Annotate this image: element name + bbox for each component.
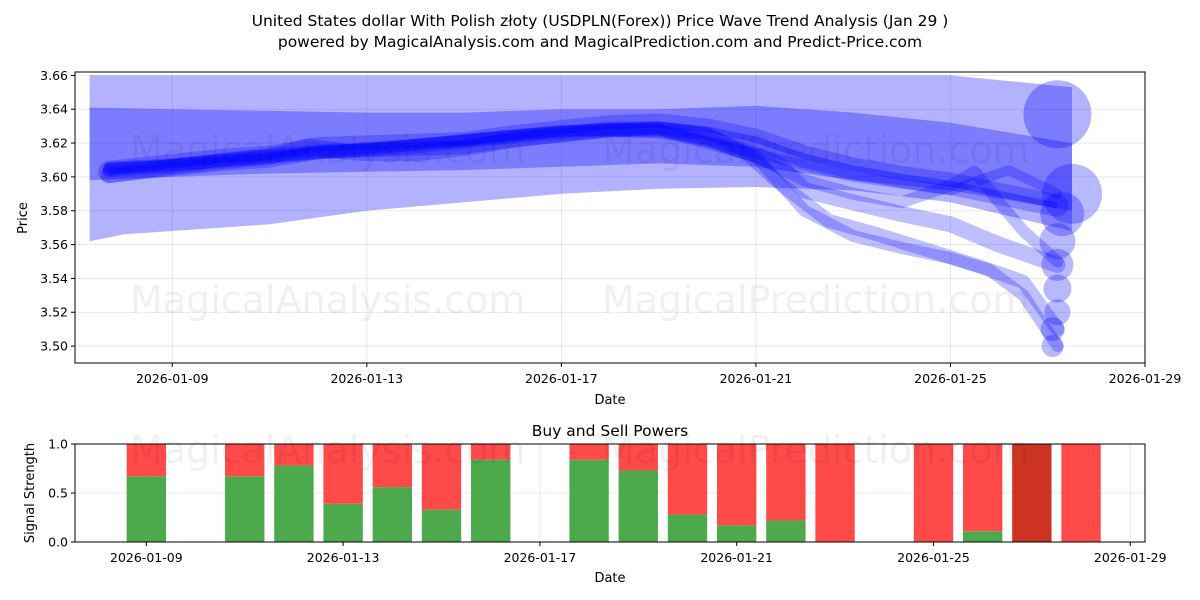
buy-bar-2026-01-15 bbox=[421, 509, 462, 542]
price-ytick-label-7: 3.64 bbox=[40, 102, 68, 117]
price-xtick-label-5: 2026-01-29 bbox=[1109, 371, 1182, 386]
price-y-ticks: 3.50 3.52 3.54 3.56 3.58 3.60 3.62 3.64 3.66 bbox=[40, 68, 75, 354]
price-envelopes bbox=[89, 75, 1073, 242]
price-ytick-label-2: 3.54 bbox=[40, 271, 68, 286]
watermarks: MagicalAnalysis.com MagicalPrediction.co… bbox=[130, 128, 1030, 472]
signal-xtick-label-2: 2026-01-17 bbox=[504, 550, 577, 565]
price-end-marker-5 bbox=[1043, 274, 1072, 303]
price-ytick-label-0: 3.50 bbox=[40, 339, 68, 354]
price-end-marker-1 bbox=[1042, 163, 1103, 224]
price-envelope-0 bbox=[89, 75, 1073, 242]
price-xtick-label-0: 2026-01-09 bbox=[136, 371, 209, 386]
price-wave-core bbox=[108, 121, 1059, 209]
sell-bar-2026-01-23 bbox=[815, 444, 855, 542]
price-y-axis-label: Price bbox=[16, 202, 31, 234]
watermark-prediction-middle: MagicalPrediction.com bbox=[602, 278, 1030, 322]
price-wave-0 bbox=[98, 113, 1069, 217]
sell-bar-2026-01-11 bbox=[225, 444, 265, 477]
price-wave-4 bbox=[103, 123, 1064, 268]
price-end-markers bbox=[1023, 80, 1103, 358]
buy-bar-2026-01-16 bbox=[471, 459, 511, 542]
signal-xtick-label-4: 2026-01-25 bbox=[897, 550, 970, 565]
signal-x-axis-label: Date bbox=[594, 571, 625, 586]
sell-bar-2026-01-15 bbox=[421, 444, 462, 510]
price-ytick-label-5: 3.60 bbox=[40, 169, 68, 184]
price-ytick-label-8: 3.66 bbox=[40, 68, 68, 83]
sell-bar-2026-01-25 bbox=[913, 444, 954, 542]
price-x-axis-label: Date bbox=[594, 393, 625, 408]
price-envelope-1 bbox=[89, 105, 1073, 211]
price-ytick-label-1: 3.52 bbox=[40, 305, 68, 320]
buy-bar-2026-01-26 bbox=[962, 531, 1003, 542]
chart-title-line1: United States dollar With Polish złoty (… bbox=[252, 12, 949, 30]
signal-ytick-label-1: 0.5 bbox=[48, 486, 68, 501]
sell-bar-2026-01-22 bbox=[766, 444, 806, 521]
signal-y-axis-label: Signal Strength bbox=[23, 443, 38, 543]
watermark-analysis-bottom: MagicalAnalysis.com bbox=[130, 428, 525, 472]
sell-bar-2026-01-12 bbox=[274, 444, 314, 466]
sell-bar-2026-01-09 bbox=[126, 444, 167, 477]
signal-ytick-label-2: 1.0 bbox=[48, 437, 68, 452]
buy-bar-2026-01-19 bbox=[618, 470, 658, 542]
sell-bar-2026-01-14 bbox=[372, 444, 412, 488]
price-wave-5 bbox=[104, 124, 1063, 199]
buy-sell-title: Buy and Sell Powers bbox=[532, 422, 689, 440]
sell-bar-2026-01-13 bbox=[323, 444, 363, 504]
sell-bar-2026-01-19 bbox=[618, 444, 658, 471]
buy-bar-2026-01-18 bbox=[569, 459, 609, 542]
buy-bar-2026-01-09 bbox=[126, 476, 167, 542]
sell-bar-2026-01-21 bbox=[717, 444, 757, 526]
price-plot-frame bbox=[74, 71, 1146, 364]
sell-bar-2026-01-27 bbox=[1012, 444, 1052, 542]
signal-x-ticks: 2026-01-09 2026-01-13 2026-01-17 2026-01-21… bbox=[110, 542, 1167, 565]
price-wave-2 bbox=[102, 122, 1065, 337]
price-wave-chart: 3.50 3.52 3.54 3.56 3.58 3.60 3.62 3.64 3.66 202… bbox=[16, 68, 1181, 408]
price-xtick-label-2: 2026-01-17 bbox=[525, 371, 598, 386]
buy-bar-2026-01-12 bbox=[274, 465, 314, 542]
price-ytick-label-6: 3.62 bbox=[40, 136, 68, 151]
price-end-marker-3 bbox=[1039, 223, 1076, 260]
price-ytick-label-4: 3.58 bbox=[40, 203, 68, 218]
price-xtick-label-1: 2026-01-13 bbox=[330, 371, 403, 386]
price-end-marker-7 bbox=[1040, 317, 1065, 342]
watermark-prediction-top: MagicalPrediction.com bbox=[602, 128, 1030, 172]
buy-bar-2026-01-21 bbox=[717, 525, 757, 542]
sell-bar-2026-01-16 bbox=[471, 444, 511, 460]
price-xtick-label-4: 2026-01-25 bbox=[914, 371, 987, 386]
signal-xtick-label-3: 2026-01-21 bbox=[700, 550, 773, 565]
buy-sell-power-chart: Buy and Sell Powers 0.0 0.5 1.0 2026-01-09… bbox=[23, 422, 1167, 586]
price-ytick-label-3: 3.56 bbox=[40, 237, 68, 252]
signal-xtick-label-1: 2026-01-13 bbox=[307, 550, 380, 565]
sell-bar-2026-01-28 bbox=[1061, 444, 1101, 542]
buy-bar-2026-01-14 bbox=[372, 487, 412, 542]
buy-bar-2026-01-20 bbox=[667, 514, 708, 542]
price-wave-1 bbox=[101, 121, 1066, 273]
signal-ytick-label-0: 0.0 bbox=[48, 535, 68, 550]
watermark-analysis-top: MagicalAnalysis.com bbox=[130, 128, 525, 172]
price-end-marker-2 bbox=[1040, 192, 1085, 237]
sell-bar-2026-01-26 bbox=[962, 444, 1003, 532]
price-end-marker-0 bbox=[1023, 80, 1092, 149]
buy-bar-2026-01-22 bbox=[766, 520, 806, 542]
buy-bar-2026-01-13 bbox=[323, 503, 363, 542]
sell-bar-2026-01-18 bbox=[569, 444, 609, 460]
price-xtick-label-3: 2026-01-21 bbox=[720, 371, 793, 386]
price-grid bbox=[75, 72, 1146, 363]
watermark-analysis-middle: MagicalAnalysis.com bbox=[130, 278, 525, 322]
watermark-prediction-bottom: MagicalPrediction.com bbox=[602, 428, 1030, 472]
price-wave-3 bbox=[103, 121, 1064, 353]
price-end-marker-4 bbox=[1041, 248, 1074, 281]
signal-y-ticks: 0.0 0.5 1.0 bbox=[48, 437, 75, 550]
signal-xtick-label-5: 2026-01-29 bbox=[1094, 550, 1167, 565]
signal-bars bbox=[126, 444, 1101, 542]
price-end-marker-6 bbox=[1044, 299, 1071, 326]
price-end-marker-8 bbox=[1041, 335, 1064, 358]
price-x-ticks: 2026-01-09 2026-01-13 2026-01-17 2026-01-21… bbox=[136, 363, 1181, 386]
signal-xtick-label-0: 2026-01-09 bbox=[110, 550, 183, 565]
buy-bar-2026-01-11 bbox=[225, 476, 265, 542]
sell-bar-2026-01-20 bbox=[667, 444, 708, 515]
price-wave-paths bbox=[98, 113, 1069, 353]
chart-title-line2: powered by MagicalAnalysis.com and Magic… bbox=[278, 33, 922, 51]
